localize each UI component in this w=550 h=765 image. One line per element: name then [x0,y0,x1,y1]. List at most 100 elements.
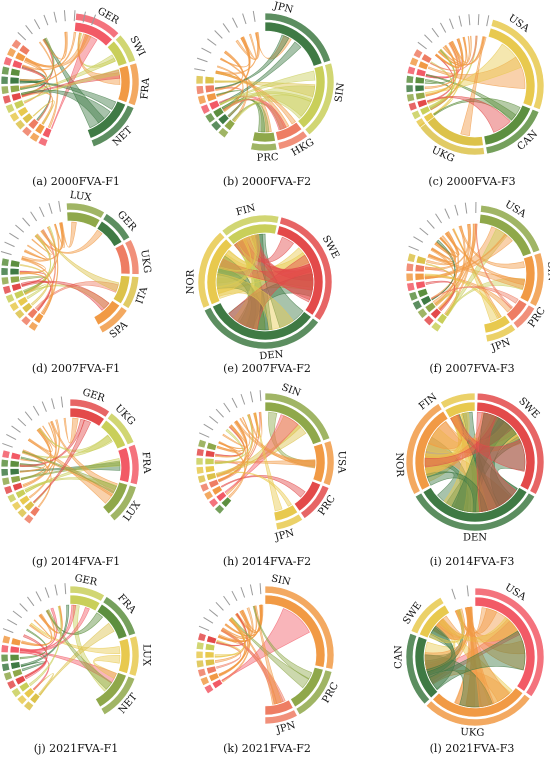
node-arc [273,504,299,522]
node-arc [275,121,303,142]
small-node-arc [29,505,41,518]
node-tick [454,204,459,216]
small-node-arc [9,76,20,85]
small-node-outer-arc [4,293,16,304]
node-tick [214,30,223,39]
small-node-arc [415,280,427,290]
small-node-outer-arc [1,476,11,486]
chord-link [219,36,251,68]
node-arc [106,40,128,67]
chord-link [41,226,59,315]
node-tick [53,11,57,23]
node-arc [293,480,322,512]
node-arc [519,255,536,303]
small-node-arc [14,675,27,686]
node-arc [96,603,128,640]
small-node-arc [10,92,23,102]
chord-link [19,604,77,652]
small-node-outer-arc [208,497,219,509]
node-arc [74,21,113,47]
chord-link [215,70,290,129]
small-node-outer-arc [406,282,416,292]
panel-caption: (b) 2000FVA-F2 [222,175,312,188]
small-node-outer-arc [406,252,417,263]
chord-link [24,33,92,68]
node-tick [223,402,231,413]
node-tick [435,213,442,224]
node-outer-arc [66,202,105,219]
node-tick [413,236,424,243]
small-node-outer-arc [16,507,28,519]
node-arc [102,481,129,515]
small-node-arc [206,635,218,645]
node-tick [222,23,230,33]
chord-link [216,613,248,647]
chord-link [22,31,77,71]
small-node-outer-arc [195,457,204,466]
node-arc [69,407,105,427]
small-node-outer-arc [0,276,10,286]
node-arc [505,299,528,322]
node-tick [417,41,427,50]
small-node-outer-arc [29,131,41,143]
node-outer-arc [425,693,531,727]
chord-link [214,617,246,658]
small-node-outer-arc [20,315,32,327]
node-tick [424,34,433,43]
node-tick [419,227,429,236]
node-tick [63,10,66,22]
node-outer-arc [512,304,536,329]
chord-link [24,244,49,261]
node-arc [206,238,233,306]
small-node-arc [11,59,24,70]
chord-link [216,90,243,111]
panel-caption: (a) 2000FVA-F1 [32,175,120,188]
small-node-arc [223,118,236,132]
small-node-arc [13,99,26,110]
node-outer-arc [203,306,319,350]
node-outer-arc [275,513,303,531]
node-tick [207,38,217,46]
chord-link [21,451,115,497]
small-node-arc [204,457,215,465]
chord-link [476,411,517,513]
node-outer-arc [109,484,137,522]
small-node-outer-arc [195,650,204,659]
small-node-arc [10,637,22,647]
node-tick [33,19,41,30]
node-tick [41,401,47,412]
node-label: FRA [139,77,152,100]
small-node-arc [204,449,216,458]
chord-link [425,43,522,95]
chord-link [27,438,113,504]
small-node-outer-arc [23,700,35,712]
small-node-arc [9,267,20,276]
small-node-arc [9,468,20,476]
small-node-arc [10,661,21,670]
small-node-outer-arc [203,490,214,501]
chord-link [22,450,117,494]
small-node-outer-arc [23,513,35,525]
small-node-arc [34,122,46,135]
node-arc [444,401,476,419]
node-tick [54,584,58,596]
small-node-outer-arc [405,272,414,282]
small-node-arc [18,44,31,56]
chord-link [32,419,92,504]
node-arc [432,687,524,718]
small-node-outer-arc [6,493,18,504]
node-tick [240,393,246,405]
small-node-outer-arc [10,687,22,698]
small-node-arc [9,460,20,468]
node-outer-arc [98,306,128,334]
chord-link [60,221,77,248]
small-node-arc [18,494,31,506]
panel-caption: (g) 2014FVA-F1 [31,555,121,568]
small-node-arc [16,295,29,307]
node-outer-arc [322,440,335,486]
